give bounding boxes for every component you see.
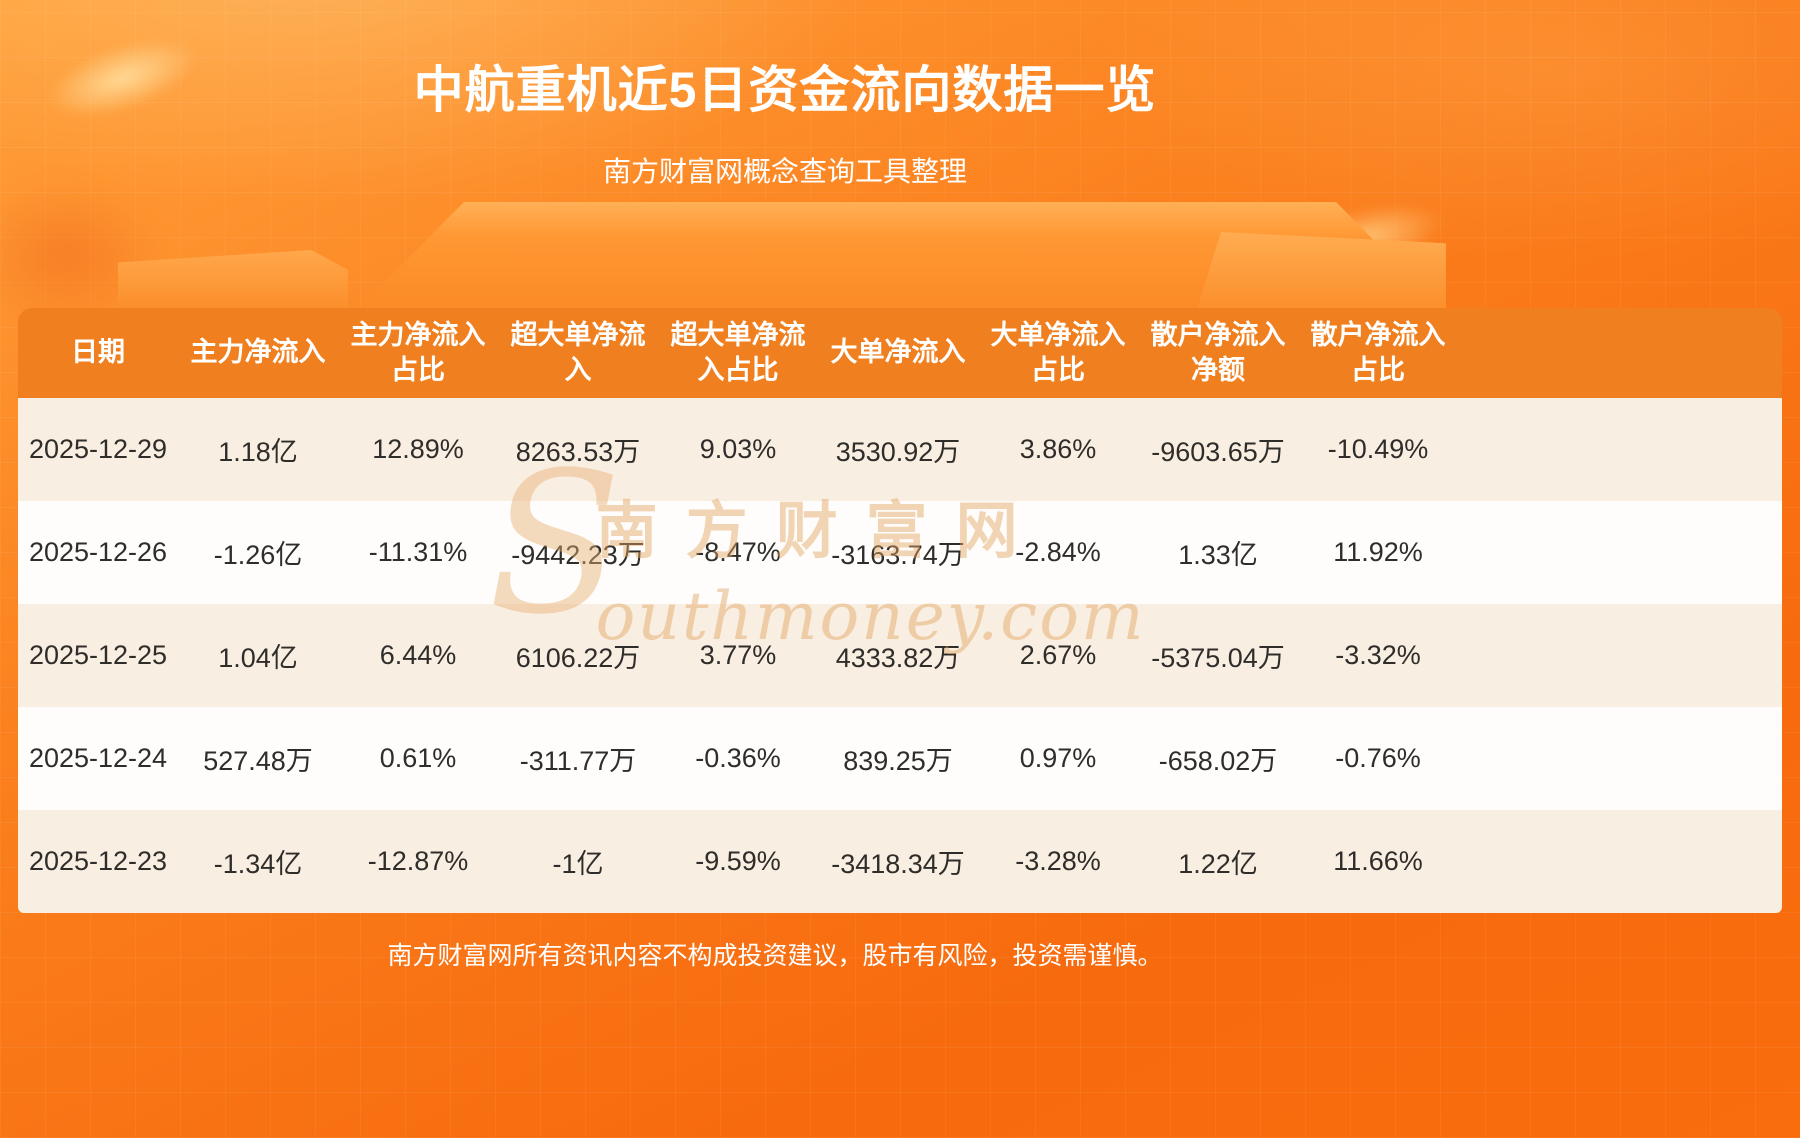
- table-cell-date: 2025-12-25: [28, 640, 168, 670]
- column-header-large-net-inflow-ratio: 大单净流入 占比: [990, 319, 1126, 385]
- table-header-row: 日期 主力净流入 主力净流入 占比 超大单净流 入 超大单净流 入占比 大单净流…: [18, 308, 1782, 398]
- table-cell: -1.26亿: [213, 540, 303, 570]
- table-cell: -9.59%: [695, 846, 781, 876]
- page-title: 中航重机近5日资金流向数据一览: [413, 62, 1157, 118]
- table-row: 2025-12-26 -1.26亿 -11.31% -9442.23万 -8.4…: [18, 501, 1782, 604]
- disclaimer-text: 南方财富网所有资讯内容不构成投资建议，股市有风险，投资需谨慎。: [387, 942, 1163, 970]
- table-row: 2025-12-25 1.04亿 6.44% 6106.22万 3.77% 43…: [18, 604, 1782, 707]
- table-cell: 3.77%: [699, 640, 777, 670]
- column-header-xlarge-net-inflow: 超大单净流 入: [510, 319, 646, 385]
- table-row: 2025-12-23 -1.34亿 -12.87% -1亿 -9.59% -34…: [18, 810, 1782, 913]
- column-header-xlarge-net-inflow-ratio: 超大单净流 入占比: [670, 319, 806, 385]
- table-cell: 8263.53万: [515, 437, 641, 467]
- table-cell: 4333.82万: [835, 643, 961, 673]
- table-cell: 11.66%: [1333, 846, 1423, 876]
- table-cell-date: 2025-12-24: [28, 743, 168, 773]
- column-header-large-net-inflow: 大单净流入: [830, 337, 966, 368]
- podium-center-decoration: [355, 202, 1445, 312]
- table-cell: -658.02万: [1158, 746, 1278, 776]
- table-cell: 527.48万: [203, 746, 313, 776]
- table-cell: 3530.92万: [835, 437, 961, 467]
- column-header-date: 日期: [71, 337, 125, 368]
- table-cell: -3.32%: [1335, 640, 1421, 670]
- table-cell: -0.36%: [695, 743, 781, 773]
- table-cell: 1.18亿: [218, 437, 298, 467]
- table-cell: 12.89%: [372, 434, 464, 464]
- table-cell: 1.04亿: [218, 643, 298, 673]
- table-cell: -3163.74万: [831, 540, 965, 570]
- table-cell: -1亿: [552, 849, 604, 879]
- table-row: 2025-12-24 527.48万 0.61% -311.77万 -0.36%…: [18, 707, 1782, 810]
- table-cell: 1.33亿: [1178, 540, 1258, 570]
- page-subtitle: 南方财富网概念查询工具整理: [602, 156, 967, 187]
- column-header-retail-net-inflow-ratio: 散户净流入 占比: [1310, 319, 1446, 385]
- table-cell: -9442.23万: [511, 540, 645, 570]
- table-cell: 0.61%: [379, 743, 457, 773]
- table-cell: -12.87%: [367, 846, 469, 876]
- table-cell: 3.86%: [1019, 434, 1097, 464]
- table-cell: -1.34亿: [213, 849, 303, 879]
- table-cell: -10.49%: [1327, 434, 1429, 464]
- table-cell: -3418.34万: [831, 849, 965, 879]
- table-cell: 1.22亿: [1178, 849, 1258, 879]
- table-cell: -311.77万: [519, 746, 637, 776]
- table-cell-date: 2025-12-23: [28, 846, 168, 876]
- podium-left-decoration: [118, 250, 348, 312]
- table-row: 2025-12-29 1.18亿 12.89% 8263.53万 9.03% 3…: [18, 398, 1782, 501]
- podium-right-decoration: [1196, 232, 1446, 312]
- table-cell-date: 2025-12-26: [28, 537, 168, 567]
- table-cell-date: 2025-12-29: [28, 434, 168, 464]
- table-cell: -5375.04万: [1151, 643, 1285, 673]
- table-cell: 839.25万: [843, 746, 953, 776]
- table-cell: 0.97%: [1019, 743, 1097, 773]
- table-cell: 6.44%: [379, 640, 457, 670]
- table-cell: -8.47%: [695, 537, 781, 567]
- light-streak-decoration: [1285, 192, 1450, 282]
- table-cell: 9.03%: [699, 434, 777, 464]
- column-header-main-net-inflow-ratio: 主力净流入 占比: [350, 319, 486, 385]
- column-header-main-net-inflow: 主力净流入: [190, 337, 326, 368]
- fund-flow-table: 日期 主力净流入 主力净流入 占比 超大单净流 入 超大单净流 入占比 大单净流…: [18, 308, 1782, 913]
- table-cell: 6106.22万: [515, 643, 641, 673]
- column-header-retail-net-inflow: 散户净流入 净额: [1150, 319, 1286, 385]
- table-cell: 11.92%: [1333, 537, 1423, 567]
- table-cell: -11.31%: [368, 537, 468, 567]
- table-cell: -9603.65万: [1151, 437, 1285, 467]
- table-cell: -2.84%: [1015, 537, 1101, 567]
- table-cell: -3.28%: [1015, 846, 1101, 876]
- table-cell: -0.76%: [1335, 743, 1421, 773]
- table-cell: 2.67%: [1019, 640, 1097, 670]
